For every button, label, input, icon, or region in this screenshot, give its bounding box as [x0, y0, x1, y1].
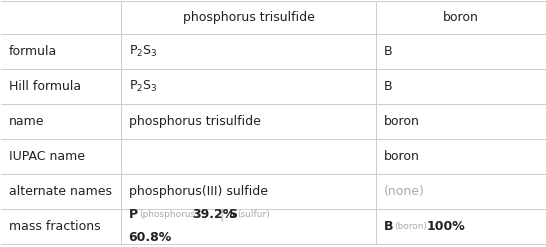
Text: alternate names: alternate names	[9, 185, 112, 198]
Text: (none): (none)	[384, 185, 425, 198]
Text: IUPAC name: IUPAC name	[9, 150, 85, 163]
Text: mass fractions: mass fractions	[9, 220, 100, 233]
Text: phosphorus(III) sulfide: phosphorus(III) sulfide	[128, 185, 268, 198]
Text: |: |	[219, 208, 224, 221]
Text: phosphorus trisulfide: phosphorus trisulfide	[128, 115, 260, 128]
Text: 100%: 100%	[426, 220, 465, 233]
Text: B: B	[384, 80, 393, 93]
Text: P: P	[128, 208, 138, 221]
Text: B: B	[384, 45, 393, 58]
Text: $\mathregular{P_2S_3}$: $\mathregular{P_2S_3}$	[128, 79, 157, 94]
Text: B: B	[384, 220, 393, 233]
Text: name: name	[9, 115, 44, 128]
Text: boron: boron	[384, 150, 420, 163]
Text: $\mathregular{P_2S_3}$: $\mathregular{P_2S_3}$	[128, 44, 157, 59]
Text: (sulfur): (sulfur)	[238, 210, 270, 219]
Text: Hill formula: Hill formula	[9, 80, 81, 93]
Text: 39.2%: 39.2%	[193, 208, 236, 221]
Text: boron: boron	[384, 115, 420, 128]
Text: 60.8%: 60.8%	[128, 231, 172, 244]
Text: (boron): (boron)	[395, 222, 428, 231]
Text: (phosphorus): (phosphorus)	[139, 210, 199, 219]
Text: phosphorus trisulfide: phosphorus trisulfide	[182, 11, 314, 24]
Text: formula: formula	[9, 45, 57, 58]
Text: boron: boron	[442, 11, 478, 24]
Text: S: S	[228, 208, 237, 221]
